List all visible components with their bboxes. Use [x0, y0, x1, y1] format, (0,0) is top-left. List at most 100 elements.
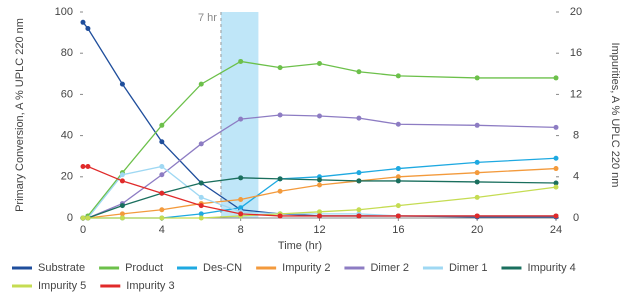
data-point: [159, 190, 165, 196]
data-point: [119, 178, 125, 184]
data-point: [159, 139, 165, 145]
legend-item: Impurity 2: [256, 262, 330, 274]
legend-label: Dimer 2: [370, 262, 409, 274]
legend-item: Substrate: [12, 262, 85, 274]
data-point: [395, 213, 401, 219]
series-line: [83, 177, 557, 219]
data-point: [395, 174, 401, 180]
data-point: [395, 121, 401, 127]
data-point: [395, 178, 401, 184]
data-point: [356, 69, 362, 75]
series-line: [83, 114, 557, 219]
highlight-band: [220, 12, 259, 218]
data-point: [277, 213, 283, 219]
data-point: [317, 61, 322, 66]
data-point: [85, 25, 91, 31]
x-tick-label: 4: [159, 224, 165, 236]
data-point: [395, 203, 401, 209]
legend-item: Product: [99, 262, 163, 274]
legend-label: Impurity 4: [527, 262, 575, 274]
data-point: [238, 58, 244, 64]
legend-label: Product: [125, 262, 163, 274]
x-tick-label: 20: [471, 224, 483, 236]
y2-tick-label: 4: [573, 171, 579, 183]
legend-label: Impurity 2: [282, 262, 330, 274]
legend-label: Des-CN: [203, 262, 242, 274]
data-point: [238, 196, 244, 202]
legend-item: Dimer 1: [422, 262, 488, 274]
y-tick-label: 80: [61, 47, 73, 59]
data-point: [553, 124, 559, 130]
data-point: [159, 207, 165, 213]
data-point: [198, 194, 204, 200]
data-point: [198, 211, 204, 217]
data-point: [159, 172, 165, 178]
data-point: [238, 211, 244, 217]
x-tick-label: 24: [550, 224, 562, 236]
data-point: [356, 115, 362, 121]
data-point: [198, 81, 204, 87]
data-point: [356, 213, 362, 219]
data-point: [317, 182, 322, 188]
data-point: [277, 176, 283, 182]
data-point: [80, 215, 86, 221]
legend-label: Impurity 3: [126, 280, 174, 292]
data-point: [159, 164, 165, 169]
series-line: [83, 167, 557, 219]
x-tick-label: 0: [80, 224, 86, 236]
data-point: [119, 211, 125, 217]
data-point: [119, 215, 125, 221]
data-point: [356, 178, 362, 184]
data-point: [119, 172, 125, 178]
data-point: [317, 177, 322, 183]
data-point: [159, 215, 165, 221]
data-point: [474, 75, 480, 81]
data-point: [553, 155, 559, 161]
data-point: [317, 209, 322, 215]
legend-item: Dimer 2: [344, 262, 409, 274]
legend-label: Dimer 1: [449, 262, 488, 274]
legend-label: Impurity 5: [38, 280, 86, 292]
data-point: [85, 164, 91, 169]
data-point: [553, 75, 559, 81]
data-point: [474, 194, 480, 200]
data-point: [238, 205, 244, 211]
y2-tick-label: 16: [570, 47, 582, 59]
data-point: [238, 175, 244, 181]
data-point: [119, 203, 125, 209]
y2-tick-label: 0: [573, 212, 579, 224]
series-line: [83, 157, 557, 219]
data-point: [474, 159, 480, 165]
y-tick-label: 20: [61, 171, 73, 183]
data-point: [356, 207, 362, 213]
series-line: [82, 60, 556, 219]
series-line: [82, 21, 556, 218]
data-point: [198, 180, 204, 186]
x-tick-label: 8: [238, 224, 244, 236]
x-axis-label: Time (hr): [278, 240, 322, 252]
data-point: [553, 180, 559, 186]
annotation-label: 7 hr: [198, 12, 217, 24]
data-point: [474, 213, 480, 219]
data-point: [356, 170, 362, 176]
y-tick-label: 0: [67, 212, 73, 224]
data-point: [553, 166, 559, 172]
legend-label: Substrate: [38, 262, 85, 274]
data-point: [553, 184, 559, 190]
data-point: [474, 122, 480, 128]
y2-tick-label: 12: [570, 88, 582, 100]
x-tick-label: 16: [392, 224, 404, 236]
data-point: [80, 164, 86, 169]
data-point: [474, 179, 480, 185]
y-tick-label: 60: [61, 88, 73, 100]
data-point: [198, 215, 204, 221]
x-tick-label: 12: [313, 224, 325, 236]
data-point: [85, 215, 91, 221]
data-point: [317, 213, 322, 219]
data-point: [277, 112, 283, 118]
series-line: [83, 165, 556, 217]
data-point: [553, 213, 559, 219]
y-tick-label: 40: [61, 130, 73, 142]
legend-item: Impurity 5: [12, 280, 86, 292]
